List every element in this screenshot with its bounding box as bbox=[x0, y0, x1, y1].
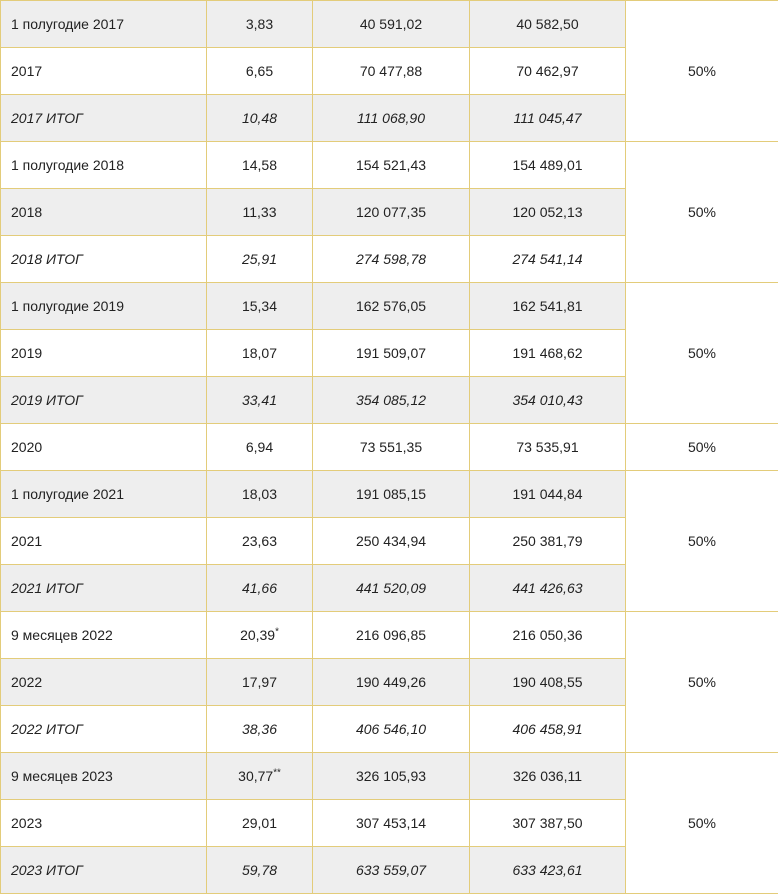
cell-period: 2018 bbox=[1, 189, 207, 236]
cell-percent: 50% bbox=[626, 612, 778, 753]
cell-v1: 3,83 bbox=[207, 1, 313, 48]
cell-v1: 14,58 bbox=[207, 142, 313, 189]
cell-v2: 70 477,88 bbox=[313, 48, 470, 95]
cell-v3: 120 052,13 bbox=[470, 189, 626, 236]
cell-v3: 274 541,14 bbox=[470, 236, 626, 283]
cell-v1: 10,48 bbox=[207, 95, 313, 142]
cell-period: 2021 ИТОГ bbox=[1, 565, 207, 612]
cell-v3: 354 010,43 bbox=[470, 377, 626, 424]
cell-v2: 190 449,26 bbox=[313, 659, 470, 706]
cell-percent: 50% bbox=[626, 753, 778, 894]
footnote-marker: * bbox=[275, 626, 279, 637]
cell-v3: 154 489,01 bbox=[470, 142, 626, 189]
cell-v2: 111 068,90 bbox=[313, 95, 470, 142]
cell-v2: 120 077,35 bbox=[313, 189, 470, 236]
cell-period: 1 полугодие 2019 bbox=[1, 283, 207, 330]
cell-v3: 191 044,84 bbox=[470, 471, 626, 518]
cell-v1: 18,03 bbox=[207, 471, 313, 518]
table-body: 1 полугодие 20173,8340 591,0240 582,5050… bbox=[1, 1, 778, 894]
cell-v1: 33,41 bbox=[207, 377, 313, 424]
cell-v2: 441 520,09 bbox=[313, 565, 470, 612]
cell-v1: 15,34 bbox=[207, 283, 313, 330]
cell-v3: 633 423,61 bbox=[470, 847, 626, 894]
cell-v1: 6,94 bbox=[207, 424, 313, 471]
cell-v2: 154 521,43 bbox=[313, 142, 470, 189]
cell-v1: 29,01 bbox=[207, 800, 313, 847]
cell-v2: 326 105,93 bbox=[313, 753, 470, 800]
cell-period: 2021 bbox=[1, 518, 207, 565]
cell-v1: 25,91 bbox=[207, 236, 313, 283]
cell-percent: 50% bbox=[626, 471, 778, 612]
cell-period: 2022 bbox=[1, 659, 207, 706]
cell-v1: 41,66 bbox=[207, 565, 313, 612]
cell-percent: 50% bbox=[626, 424, 778, 471]
cell-v2: 191 509,07 bbox=[313, 330, 470, 377]
cell-v2: 307 453,14 bbox=[313, 800, 470, 847]
cell-percent: 50% bbox=[626, 1, 778, 142]
cell-v3: 250 381,79 bbox=[470, 518, 626, 565]
cell-v1: 17,97 bbox=[207, 659, 313, 706]
cell-period: 2022 ИТОГ bbox=[1, 706, 207, 753]
cell-v3: 162 541,81 bbox=[470, 283, 626, 330]
cell-v1: 20,39* bbox=[207, 612, 313, 659]
cell-v3: 441 426,63 bbox=[470, 565, 626, 612]
cell-period: 2020 bbox=[1, 424, 207, 471]
table-row: 1 полугодие 20173,8340 591,0240 582,5050… bbox=[1, 1, 778, 48]
table-row: 9 месяцев 202330,77**326 105,93326 036,1… bbox=[1, 753, 778, 800]
cell-v1: 18,07 bbox=[207, 330, 313, 377]
cell-v2: 274 598,78 bbox=[313, 236, 470, 283]
cell-v1: 30,77** bbox=[207, 753, 313, 800]
cell-v2: 250 434,94 bbox=[313, 518, 470, 565]
cell-period: 2017 bbox=[1, 48, 207, 95]
cell-v2: 354 085,12 bbox=[313, 377, 470, 424]
cell-v3: 406 458,91 bbox=[470, 706, 626, 753]
cell-v2: 633 559,07 bbox=[313, 847, 470, 894]
cell-v2: 406 546,10 bbox=[313, 706, 470, 753]
cell-period: 9 месяцев 2023 bbox=[1, 753, 207, 800]
table-row: 20206,9473 551,3573 535,9150% bbox=[1, 424, 778, 471]
cell-period: 9 месяцев 2022 bbox=[1, 612, 207, 659]
cell-v3: 40 582,50 bbox=[470, 1, 626, 48]
cell-v1: 59,78 bbox=[207, 847, 313, 894]
cell-period: 2023 bbox=[1, 800, 207, 847]
cell-period: 2023 ИТОГ bbox=[1, 847, 207, 894]
cell-v2: 216 096,85 bbox=[313, 612, 470, 659]
cell-v3: 73 535,91 bbox=[470, 424, 626, 471]
cell-period: 1 полугодие 2017 bbox=[1, 1, 207, 48]
cell-percent: 50% bbox=[626, 142, 778, 283]
table-row: 1 полугодие 202118,03191 085,15191 044,8… bbox=[1, 471, 778, 518]
data-table: 1 полугодие 20173,8340 591,0240 582,5050… bbox=[0, 0, 778, 894]
cell-v3: 190 408,55 bbox=[470, 659, 626, 706]
cell-period: 2017 ИТОГ bbox=[1, 95, 207, 142]
cell-period: 1 полугодие 2018 bbox=[1, 142, 207, 189]
cell-v2: 73 551,35 bbox=[313, 424, 470, 471]
cell-v2: 162 576,05 bbox=[313, 283, 470, 330]
cell-v3: 307 387,50 bbox=[470, 800, 626, 847]
cell-v1: 11,33 bbox=[207, 189, 313, 236]
footnote-marker: ** bbox=[273, 767, 281, 778]
cell-v1: 6,65 bbox=[207, 48, 313, 95]
cell-period: 2018 ИТОГ bbox=[1, 236, 207, 283]
table-row: 9 месяцев 202220,39*216 096,85216 050,36… bbox=[1, 612, 778, 659]
cell-v1: 23,63 bbox=[207, 518, 313, 565]
table-row: 1 полугодие 201915,34162 576,05162 541,8… bbox=[1, 283, 778, 330]
table-row: 1 полугодие 201814,58154 521,43154 489,0… bbox=[1, 142, 778, 189]
cell-v3: 216 050,36 bbox=[470, 612, 626, 659]
cell-v3: 326 036,11 bbox=[470, 753, 626, 800]
cell-v3: 70 462,97 bbox=[470, 48, 626, 95]
cell-period: 1 полугодие 2021 bbox=[1, 471, 207, 518]
cell-period: 2019 bbox=[1, 330, 207, 377]
cell-v3: 111 045,47 bbox=[470, 95, 626, 142]
cell-v2: 40 591,02 bbox=[313, 1, 470, 48]
cell-period: 2019 ИТОГ bbox=[1, 377, 207, 424]
cell-percent: 50% bbox=[626, 283, 778, 424]
cell-v1: 38,36 bbox=[207, 706, 313, 753]
cell-v3: 191 468,62 bbox=[470, 330, 626, 377]
cell-v2: 191 085,15 bbox=[313, 471, 470, 518]
